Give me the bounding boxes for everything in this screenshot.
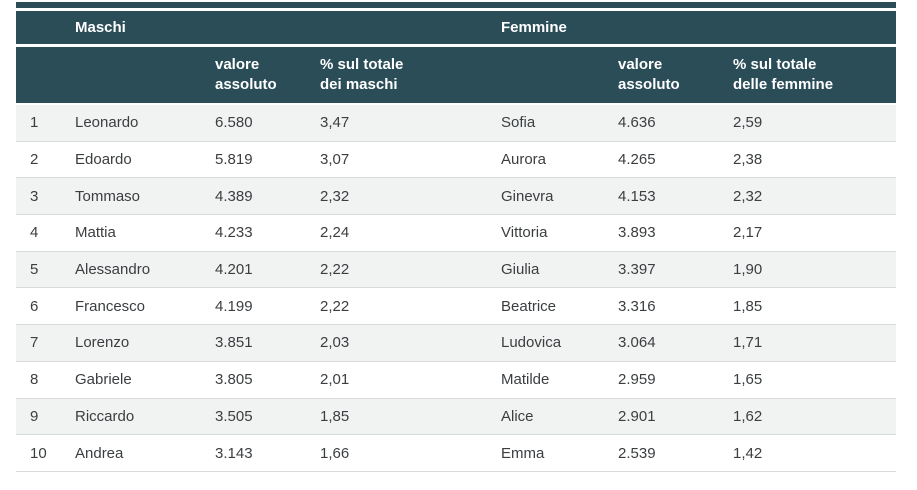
male-name-cell: Lorenzo — [75, 334, 130, 352]
female-name-cell: Ludovica — [501, 334, 562, 352]
female-name-cell: Vittoria — [501, 224, 548, 242]
table-row: 9 Riccardo 3.505 1,85 Alice 2.901 1,62 — [16, 398, 896, 436]
female-pct-cell: 2,32 — [733, 187, 763, 205]
table-row: 10 Andrea 3.143 1,66 Emma 2.539 1,42 — [16, 435, 896, 472]
male-value-cell: 4.199 — [215, 297, 253, 315]
male-pct-cell: 1,66 — [320, 444, 350, 462]
female-value-cell: 4.153 — [618, 187, 656, 205]
female-name-cell: Beatrice — [501, 297, 557, 315]
table-row: 2 Edoardo 5.819 3,07 Aurora 4.265 2,38 — [16, 141, 896, 179]
male-value-cell: 3.805 — [215, 371, 253, 389]
rank-cell: 2 — [30, 151, 39, 169]
male-value-cell: 3.143 — [215, 444, 253, 462]
female-value-cell: 4.636 — [618, 114, 656, 132]
female-pct-cell: 2,17 — [733, 224, 763, 242]
female-name-cell: Matilde — [501, 371, 550, 389]
female-name-cell: Giulia — [501, 261, 540, 279]
male-value-cell: 6.580 — [215, 114, 253, 132]
table-row: 3 Tommaso 4.389 2,32 Ginevra 4.153 2,32 — [16, 178, 896, 216]
female-name-cell: Emma — [501, 444, 545, 462]
group-header-row: Maschi Femmine — [16, 11, 896, 44]
male-name-cell: Francesco — [75, 297, 146, 315]
male-pct-cell: 3,47 — [320, 114, 350, 132]
female-pct-cell: 2,38 — [733, 151, 763, 169]
male-name-cell: Edoardo — [75, 151, 132, 169]
male-name-cell: Andrea — [75, 444, 124, 462]
male-name-cell: Gabriele — [75, 371, 132, 389]
male-name-cell: Tommaso — [75, 187, 141, 205]
male-name-cell: Leonardo — [75, 114, 139, 132]
rank-cell: 4 — [30, 224, 39, 242]
male-value-cell: 5.819 — [215, 151, 253, 169]
male-value-cell: 3.505 — [215, 407, 253, 425]
female-pct-cell: 1,62 — [733, 407, 763, 425]
table-row: 4 Mattia 4.233 2,24 Vittoria 3.893 2,17 — [16, 215, 896, 252]
female-value-cell: 2.901 — [618, 407, 656, 425]
header-divider — [16, 44, 896, 47]
rank-cell: 10 — [30, 444, 47, 462]
male-name-cell: Alessandro — [75, 261, 151, 279]
rank-cell: 7 — [30, 334, 39, 352]
rank-cell: 8 — [30, 371, 39, 389]
female-pct-cell: 1,90 — [733, 261, 763, 279]
table-top-edge — [16, 2, 896, 8]
table-row: 8 Gabriele 3.805 2,01 Matilde 2.959 1,65 — [16, 361, 896, 399]
female-name-cell: Aurora — [501, 151, 547, 169]
female-name-cell: Ginevra — [501, 187, 554, 205]
male-name-cell: Mattia — [75, 224, 116, 242]
male-value-cell: 4.201 — [215, 261, 253, 279]
rank-cell: 9 — [30, 407, 39, 425]
female-name-cell: Sofia — [501, 114, 536, 132]
male-name-cell: Riccardo — [75, 407, 135, 425]
rank-cell: 6 — [30, 297, 39, 315]
table-row: 5 Alessandro 4.201 2,22 Giulia 3.397 1,9… — [16, 251, 896, 289]
female-pct-cell: 1,42 — [733, 444, 763, 462]
male-value-cell: 4.389 — [215, 187, 253, 205]
female-value-cell: 3.316 — [618, 297, 656, 315]
rank-cell: 5 — [30, 261, 39, 279]
female-pct-cell: 2,59 — [733, 114, 763, 132]
body-divider — [16, 103, 896, 105]
column-header-row: valore assoluto % sul totale dei maschi … — [16, 47, 896, 103]
table-row: 1 Leonardo 6.580 3,47 Sofia 4.636 2,59 — [16, 105, 896, 142]
male-pct-cell: 3,07 — [320, 151, 350, 169]
column-header-male-pct: % sul totale dei maschi — [320, 56, 404, 93]
table-row: 6 Francesco 4.199 2,22 Beatrice 3.316 1,… — [16, 288, 896, 326]
header-divider-top — [16, 8, 896, 11]
group-header-females: Femmine — [501, 19, 567, 36]
rank-cell: 3 — [30, 187, 39, 205]
female-pct-cell: 1,65 — [733, 371, 763, 389]
names-ranking-table: Maschi Femmine valore assoluto % sul tot… — [16, 2, 896, 472]
female-value-cell: 2.539 — [618, 444, 656, 462]
female-name-cell: Alice — [501, 407, 534, 425]
table-body: 1 Leonardo 6.580 3,47 Sofia 4.636 2,59 2… — [16, 105, 896, 472]
column-header-male-value: valore assoluto — [215, 56, 277, 93]
male-pct-cell: 2,22 — [320, 297, 350, 315]
female-value-cell: 3.893 — [618, 224, 656, 242]
rank-cell: 1 — [30, 114, 39, 132]
female-value-cell: 2.959 — [618, 371, 656, 389]
column-header-female-pct: % sul totale delle femmine — [733, 56, 834, 93]
male-pct-cell: 2,22 — [320, 261, 350, 279]
female-pct-cell: 1,85 — [733, 297, 763, 315]
table-row: 7 Lorenzo 3.851 2,03 Ludovica 3.064 1,71 — [16, 325, 896, 362]
male-value-cell: 3.851 — [215, 334, 253, 352]
female-value-cell: 3.397 — [618, 261, 656, 279]
male-pct-cell: 1,85 — [320, 407, 350, 425]
group-header-males: Maschi — [75, 19, 126, 36]
male-pct-cell: 2,03 — [320, 334, 350, 352]
male-value-cell: 4.233 — [215, 224, 253, 242]
female-value-cell: 4.265 — [618, 151, 656, 169]
column-header-female-value: valore assoluto — [618, 56, 680, 93]
male-pct-cell: 2,32 — [320, 187, 350, 205]
male-pct-cell: 2,01 — [320, 371, 350, 389]
female-value-cell: 3.064 — [618, 334, 656, 352]
female-pct-cell: 1,71 — [733, 334, 763, 352]
male-pct-cell: 2,24 — [320, 224, 350, 242]
